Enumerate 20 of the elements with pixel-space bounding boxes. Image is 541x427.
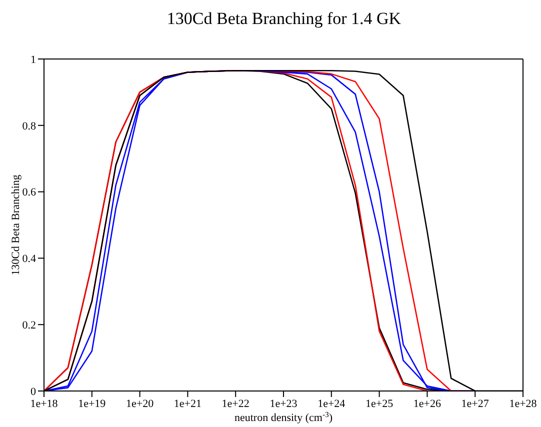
x-tick-label: 1e+27: [461, 398, 490, 410]
y-tick-label: 0: [30, 386, 36, 398]
chart-title: 130Cd Beta Branching for 1.4 GK: [166, 9, 402, 28]
x-tick-label: 1e+24: [318, 398, 346, 410]
x-tick-label: 1e+28: [509, 398, 538, 410]
x-tick-label: 1e+22: [222, 398, 250, 410]
x-axis-title: neutron density (cm$^{-3}$): [234, 410, 333, 424]
x-tick-label: 1e+23: [270, 398, 298, 410]
y-tick-label: 0.4: [22, 253, 36, 266]
x-tick-label: 1e+21: [174, 398, 202, 410]
x-tick-label: 1e+19: [78, 398, 106, 410]
x-tick-label: 1e+26: [413, 398, 442, 410]
x-tick-label: 1e+18: [30, 398, 58, 410]
y-tick-label: 1: [30, 54, 36, 66]
x-tick-label: 1e+20: [126, 398, 154, 410]
y-tick-label: 0.8: [22, 120, 36, 132]
y-axis-title: 130Cd Beta Branching: [10, 174, 22, 276]
y-tick-label: 0.2: [22, 320, 36, 332]
x-tick-label: 1e+25: [366, 398, 394, 410]
y-tick-label: 0.6: [22, 186, 36, 199]
